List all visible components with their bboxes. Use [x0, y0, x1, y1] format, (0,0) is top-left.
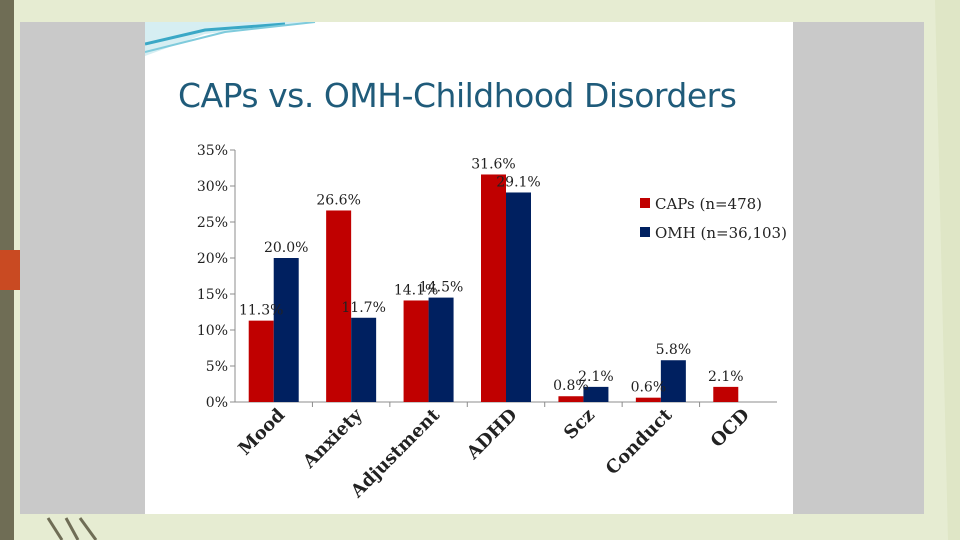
bar-caps	[326, 210, 352, 402]
data-label: 14.1%	[394, 282, 438, 298]
bottom-decoration-line	[64, 517, 80, 540]
data-label: 5.8%	[656, 342, 692, 358]
data-label: 26.6%	[316, 192, 360, 208]
data-label: 11.3%	[239, 303, 283, 319]
legend: CAPs (n=478) OMH (n=36,103)	[640, 195, 787, 242]
bottom-decoration-line	[46, 517, 64, 540]
legend-label: OMH (n=36,103)	[655, 224, 787, 242]
data-labels: 11.3% 20.0% 26.6% 11.7% 14.1%14.5% 31.6% 29.1%…	[239, 156, 744, 395]
right-decoration	[935, 0, 960, 540]
x-category-label: ADHD	[462, 405, 522, 465]
x-category-label: Anxiety	[298, 404, 367, 473]
bar-omh	[660, 360, 686, 402]
y-tick-label: 20%	[197, 251, 228, 267]
slide-accent-tab	[0, 250, 20, 290]
bar-omh	[506, 192, 531, 402]
x-category-label: Conduct	[602, 404, 677, 479]
bar-omh	[273, 258, 299, 402]
x-category-label: Scz	[560, 405, 599, 444]
y-tick-label: 15%	[197, 287, 228, 303]
bar-omh	[351, 317, 377, 402]
data-label: 20.0%	[264, 240, 308, 256]
y-tick-label: 35%	[197, 143, 228, 159]
x-category-label: OCD	[707, 405, 754, 452]
bar-caps	[248, 320, 274, 402]
data-label: 14.5%	[419, 280, 463, 296]
header-wave-decoration	[145, 22, 315, 56]
legend-swatch-caps	[640, 198, 650, 208]
header-wave-line	[145, 22, 286, 46]
y-tick-label: 0%	[206, 395, 228, 411]
legend-label: CAPs (n=478)	[655, 195, 762, 213]
legend-swatch-omh	[640, 227, 650, 237]
y-tick-label: 30%	[197, 179, 228, 195]
y-tick-label: 5%	[206, 359, 228, 375]
x-category-label: Mood	[234, 404, 289, 459]
data-label: 2.1%	[578, 369, 614, 385]
data-label: 0.6%	[631, 380, 667, 396]
bar-omh	[428, 297, 454, 402]
data-label: 2.1%	[708, 369, 744, 385]
bar-caps	[558, 396, 584, 402]
bar-caps	[403, 300, 429, 402]
header-wave-line	[145, 22, 316, 53]
bar-chart: 0%5%10%15%20%25%30%35%Mood AnxietyAdjustm…	[145, 22, 787, 503]
chart-image-card: CAPs vs. OMH-Childhood Disorders	[145, 22, 793, 514]
bottom-decoration-line	[78, 517, 98, 540]
chart-title: CAPs vs. OMH-Childhood Disorders	[178, 76, 737, 115]
data-label: 11.7%	[341, 300, 385, 316]
bars	[248, 174, 739, 402]
bar-omh	[583, 386, 609, 402]
data-label: 31.6%	[471, 156, 515, 172]
bar-caps	[481, 174, 506, 402]
data-label: 29.1%	[496, 174, 540, 190]
data-label: 0.8%	[553, 378, 589, 394]
bar-caps	[713, 386, 739, 402]
bar-caps	[635, 397, 661, 402]
y-tick-label: 25%	[197, 215, 228, 231]
y-tick-label: 10%	[197, 323, 228, 339]
